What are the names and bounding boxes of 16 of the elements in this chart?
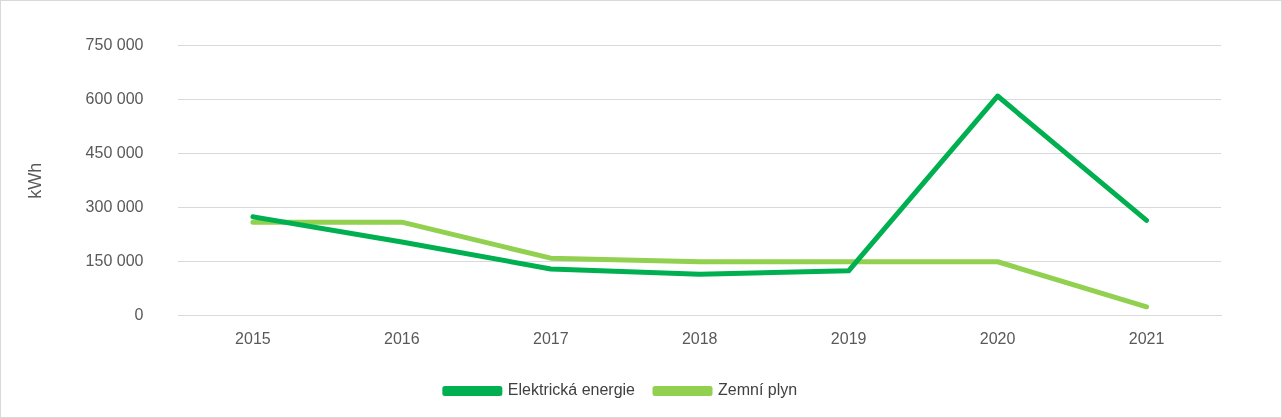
y-tick-label: 750 000	[85, 36, 144, 54]
y-tick-label: 600 000	[85, 90, 144, 108]
y-tick-label: 300 000	[85, 198, 144, 216]
x-tick-label: 2019	[830, 329, 867, 347]
x-tick-label: 2018	[681, 329, 718, 347]
x-tick-label: 2017	[532, 329, 569, 347]
y-tick-label: 0	[134, 306, 144, 324]
legend-label: Zemní plyn	[718, 381, 798, 399]
y-tick-label: 150 000	[85, 252, 144, 270]
x-tick-label: 2021	[1128, 329, 1165, 347]
legend-label: Elektrická energie	[507, 381, 636, 399]
y-tick-label: 450 000	[85, 144, 144, 162]
y-axis-title: kWh	[24, 162, 45, 199]
x-tick-label: 2020	[979, 329, 1016, 347]
x-tick-label: 2016	[384, 329, 420, 347]
x-tick-label: 2015	[235, 329, 271, 347]
